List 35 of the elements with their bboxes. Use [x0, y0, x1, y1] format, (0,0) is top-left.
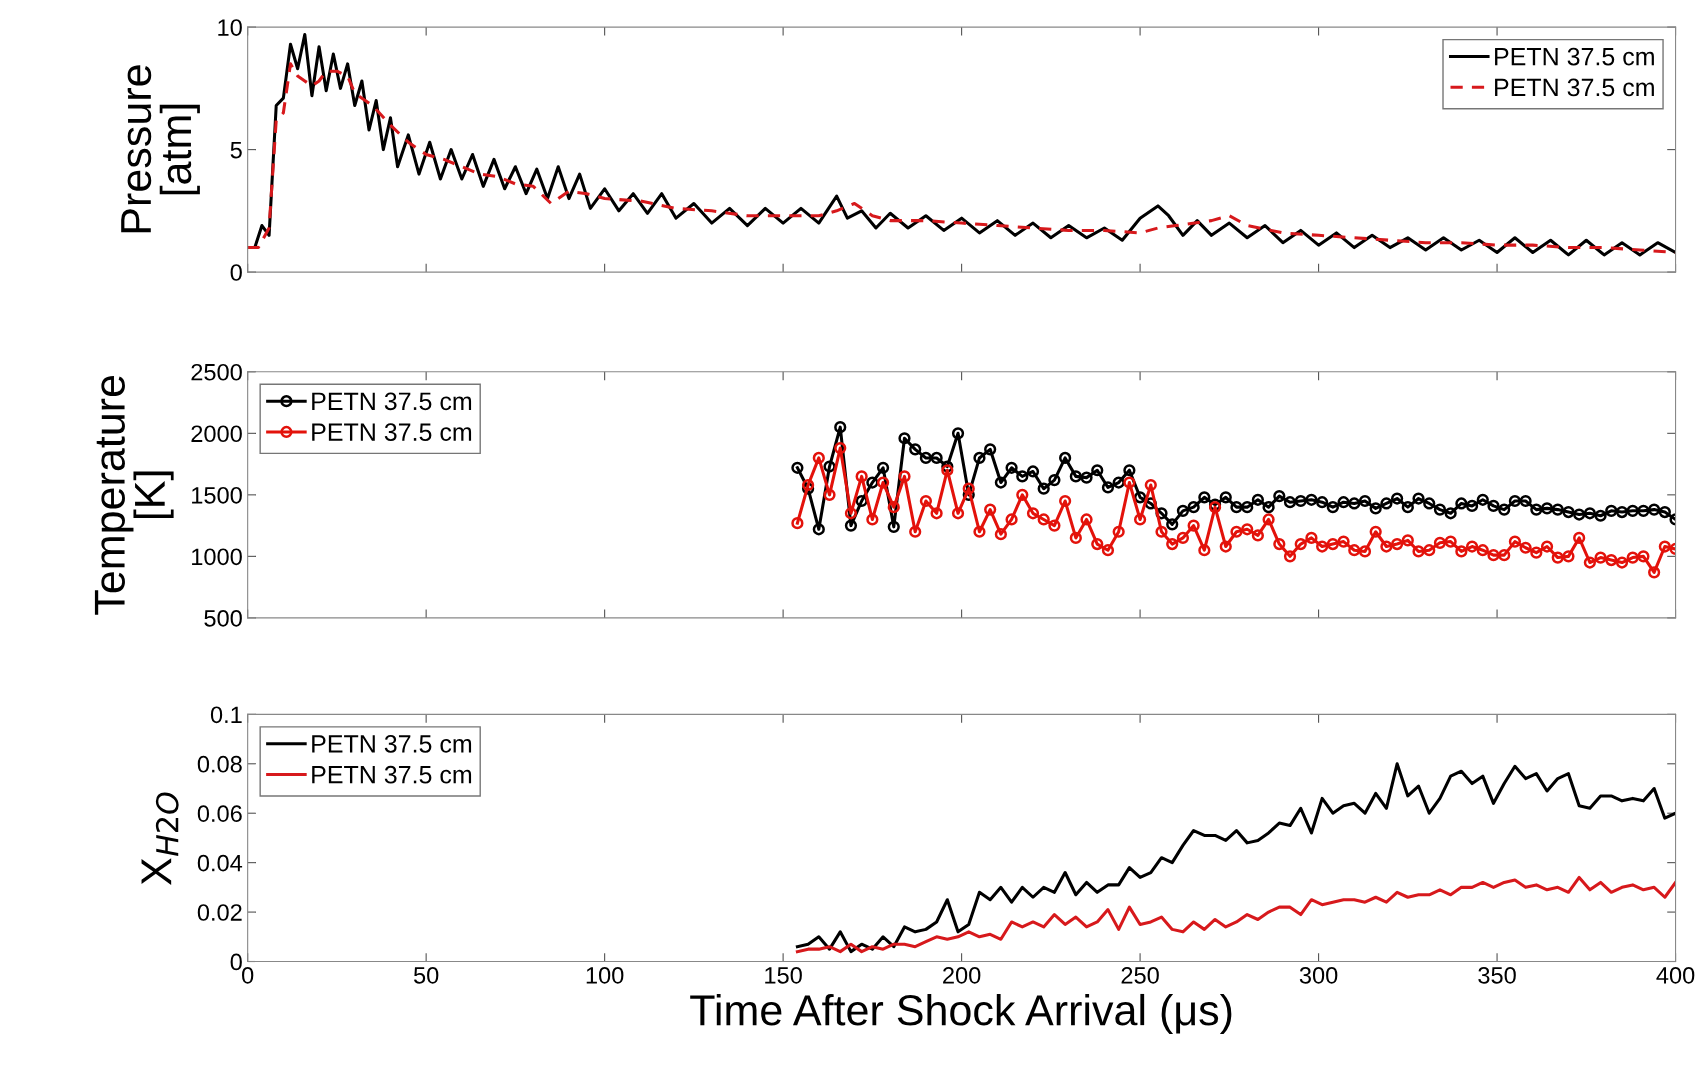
legend-label: PETN 37.5 cm — [312, 765, 472, 784]
x-axis-title: Time After Shock Arrival (μs) — [690, 993, 1232, 1035]
x-tick-label: 100 — [586, 966, 624, 984]
legend-label: PETN 37.5 cm — [312, 392, 472, 411]
x-tick-label: 0 — [242, 966, 254, 984]
x-tick-label: 350 — [1478, 966, 1516, 984]
x-tick-label: 200 — [943, 966, 981, 984]
line-series — [795, 875, 1676, 954]
y-tick-label: 0.08 — [197, 755, 242, 773]
y-axis-title: X$_{H2O}$ — [141, 792, 179, 885]
y-tick-label: 10 — [218, 19, 242, 36]
x-tick-label: 50 — [413, 966, 439, 984]
x-tick-label: 150 — [765, 966, 802, 984]
y-tick-label: 500 — [204, 609, 242, 627]
y-tick-label: 2000 — [191, 425, 242, 443]
y-tick-label: 0.04 — [197, 854, 243, 872]
y-tick-label: 0.1 — [210, 706, 242, 724]
legend-label: PETN 37.5 cm — [1495, 47, 1654, 66]
y-tick-label: 5 — [230, 141, 242, 159]
y-axis-title: Temperature [K] — [94, 375, 174, 615]
y-tick-label: 0.06 — [197, 805, 242, 822]
line-series — [795, 762, 1676, 954]
y-tick-label: 0.02 — [197, 904, 242, 921]
y-tick-label: 0 — [230, 953, 242, 971]
y-tick-label: 2500 — [191, 363, 242, 381]
y-axis-title: Pressure [atm] — [121, 65, 200, 233]
legend-label: PETN 37.5 cm — [312, 735, 472, 753]
y-tick-label: 0 — [230, 264, 242, 281]
y-tick-label: 1000 — [192, 548, 242, 566]
x-tick-label: 250 — [1121, 966, 1159, 984]
x-tick-label: 300 — [1299, 966, 1338, 984]
y-tick-label: 1500 — [192, 486, 242, 504]
legend-label: PETN 37.5 cm — [312, 423, 472, 441]
legend-label: PETN 37.5 cm — [1495, 78, 1654, 97]
x-tick-label: 400 — [1656, 966, 1695, 984]
